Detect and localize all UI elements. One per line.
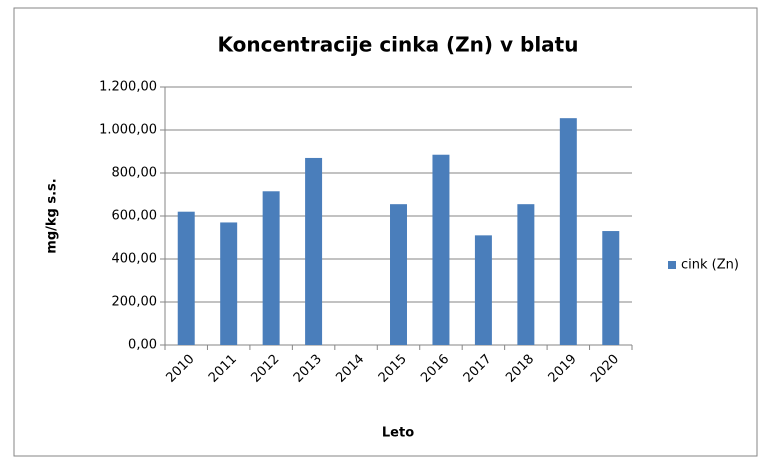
- y-tick-label: 400,00: [112, 252, 158, 267]
- x-axis-label: Leto: [382, 426, 414, 441]
- y-tick-label: 0,00: [128, 338, 157, 353]
- y-tick-label: 800,00: [112, 166, 158, 181]
- y-tick-label: 1.200,00: [99, 80, 157, 95]
- chart-title: Koncentracije cinka (Zn) v blatu: [218, 33, 579, 57]
- bar: [220, 222, 238, 345]
- bar: [432, 154, 450, 345]
- bar: [559, 118, 577, 345]
- legend-label: cink (Zn): [681, 258, 739, 273]
- bar: [517, 204, 535, 345]
- bar: [390, 204, 407, 345]
- y-tick-label: 600,00: [112, 209, 158, 224]
- bar: [305, 157, 323, 345]
- y-axis-label: mg/kg s.s.: [45, 178, 60, 253]
- bar: [474, 235, 492, 345]
- chart-border: [13, 7, 758, 457]
- bar: [602, 231, 620, 345]
- y-tick-label: 200,00: [112, 295, 158, 310]
- y-tick-label: 1.000,00: [99, 123, 157, 138]
- bar: [177, 211, 195, 345]
- bar: [262, 191, 280, 345]
- legend-swatch: [668, 261, 676, 269]
